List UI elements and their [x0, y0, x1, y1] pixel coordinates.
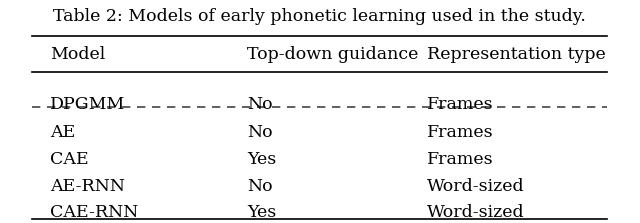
- Text: Table 2: Models of early phonetic learning used in the study.: Table 2: Models of early phonetic learni…: [52, 8, 586, 25]
- Text: Yes: Yes: [247, 204, 276, 221]
- Text: Representation type: Representation type: [427, 46, 605, 64]
- Text: AE-RNN: AE-RNN: [50, 178, 125, 195]
- Text: AE: AE: [50, 124, 75, 141]
- Text: Word-sized: Word-sized: [427, 178, 525, 195]
- Text: No: No: [247, 124, 273, 141]
- Text: Yes: Yes: [247, 151, 276, 168]
- Text: Word-sized: Word-sized: [427, 204, 525, 221]
- Text: Model: Model: [50, 46, 105, 64]
- Text: CAE-RNN: CAE-RNN: [50, 204, 138, 221]
- Text: DPGMM: DPGMM: [50, 96, 125, 113]
- Text: Top-down guidance: Top-down guidance: [247, 46, 419, 64]
- Text: Frames: Frames: [427, 124, 493, 141]
- Text: No: No: [247, 96, 273, 113]
- Text: No: No: [247, 178, 273, 195]
- Text: CAE: CAE: [50, 151, 88, 168]
- Text: Frames: Frames: [427, 96, 493, 113]
- Text: Frames: Frames: [427, 151, 493, 168]
